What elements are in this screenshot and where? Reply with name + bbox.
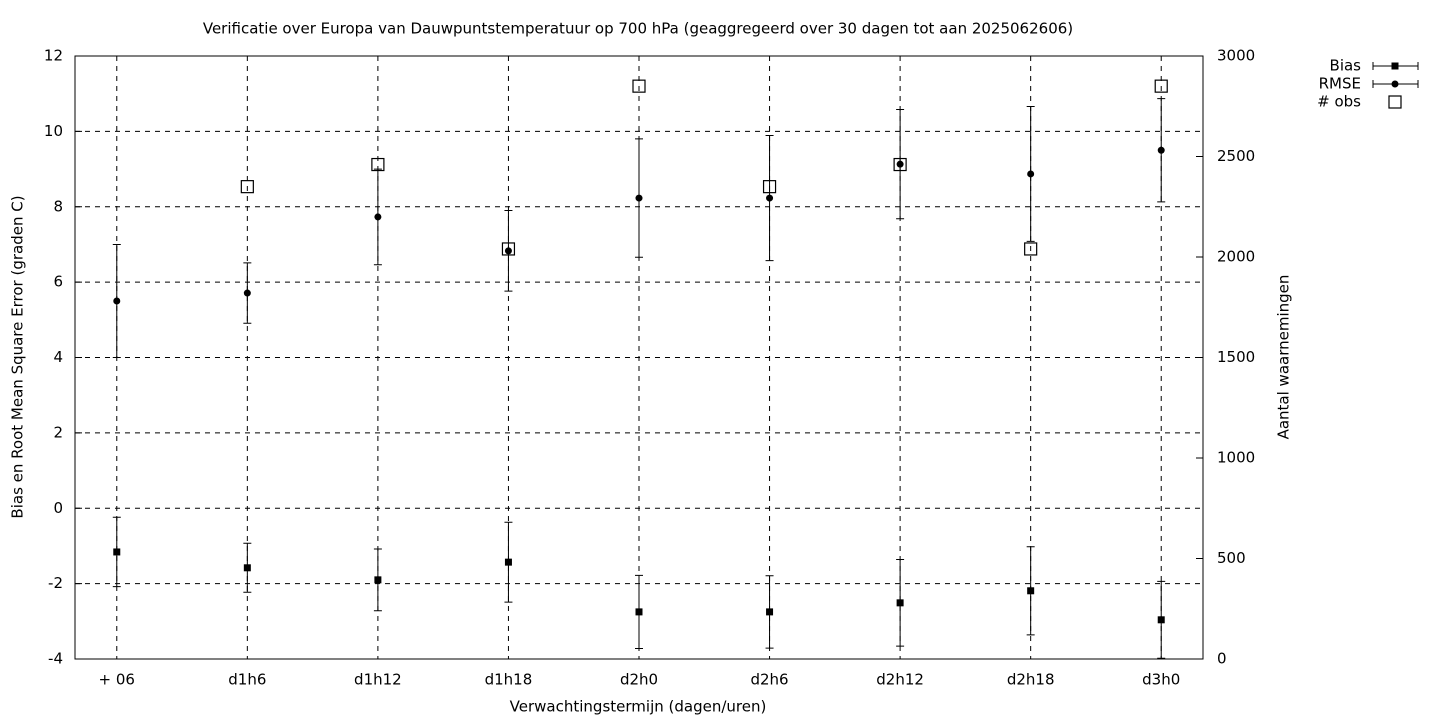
y-tick-label: 10 xyxy=(44,122,63,140)
data-point xyxy=(374,576,382,584)
data-point xyxy=(762,180,777,194)
x-tick-label: d2h12 xyxy=(876,671,924,689)
x-tick-label: d3h0 xyxy=(1142,671,1180,689)
data-point xyxy=(371,157,385,172)
y2-tick-label: 1500 xyxy=(1217,348,1255,366)
x-tick-label: d1h18 xyxy=(485,671,533,689)
y2-tick-label: 2500 xyxy=(1217,147,1255,165)
y-tick-label: 2 xyxy=(53,423,63,441)
x-tick-label: d2h0 xyxy=(620,671,658,689)
y-tick-label: 4 xyxy=(53,348,63,366)
y-tick-label: 12 xyxy=(44,47,63,65)
data-point xyxy=(501,242,516,256)
x-tick-label: d2h18 xyxy=(1007,671,1055,689)
x-tick-label: d1h12 xyxy=(354,671,402,689)
legend-marker xyxy=(1391,80,1399,88)
y-tick-label: -2 xyxy=(48,574,63,592)
data-point xyxy=(113,297,121,305)
y-axis-label: Bias en Root Mean Square Error (graden C… xyxy=(9,195,27,518)
y2-tick-label: 1000 xyxy=(1217,449,1255,467)
y-tick-label: -4 xyxy=(48,650,63,668)
legend-marker xyxy=(1388,95,1402,109)
data-point xyxy=(374,213,382,221)
data-point xyxy=(113,548,121,556)
chart-title: Verificatie over Europa van Dauwpuntstem… xyxy=(203,20,1073,38)
data-point xyxy=(1027,170,1035,178)
y2-tick-label: 0 xyxy=(1217,650,1227,668)
x-axis-label: Verwachtingstermijn (dagen/uren) xyxy=(510,698,767,716)
y-tick-label: 8 xyxy=(53,197,63,215)
data-point xyxy=(504,247,512,255)
data-point xyxy=(896,599,904,607)
data-point xyxy=(1154,79,1168,93)
legend-label: Bias xyxy=(1330,57,1362,75)
y-tick-label: 6 xyxy=(53,273,63,291)
y2-tick-label: 3000 xyxy=(1217,47,1255,65)
x-tick-label: + 06 xyxy=(99,671,135,689)
data-point xyxy=(893,157,907,172)
data-point xyxy=(1027,587,1035,595)
data-point xyxy=(896,160,904,168)
data-point xyxy=(635,194,643,202)
data-point xyxy=(243,564,251,572)
data-point xyxy=(632,79,646,93)
data-point xyxy=(766,608,774,616)
y2-tick-label: 500 xyxy=(1217,549,1246,567)
y2-tick-label: 2000 xyxy=(1217,248,1255,266)
data-point xyxy=(1157,616,1165,624)
data-point xyxy=(243,289,251,297)
y-tick-label: 0 xyxy=(53,499,63,517)
plot-frame xyxy=(74,55,1204,660)
y2-axis-label: Aantal waarnemingen xyxy=(1275,275,1293,440)
data-point xyxy=(635,608,643,616)
data-point xyxy=(504,558,512,566)
legend-marker xyxy=(1391,62,1399,70)
x-tick-label: d1h6 xyxy=(228,671,266,689)
data-point xyxy=(766,194,774,202)
data-point xyxy=(240,180,254,194)
legend-label: # obs xyxy=(1317,93,1361,111)
data-point xyxy=(1157,146,1165,154)
x-tick-label: d2h6 xyxy=(750,671,788,689)
legend-label: RMSE xyxy=(1319,75,1361,93)
data-point xyxy=(1024,242,1038,256)
